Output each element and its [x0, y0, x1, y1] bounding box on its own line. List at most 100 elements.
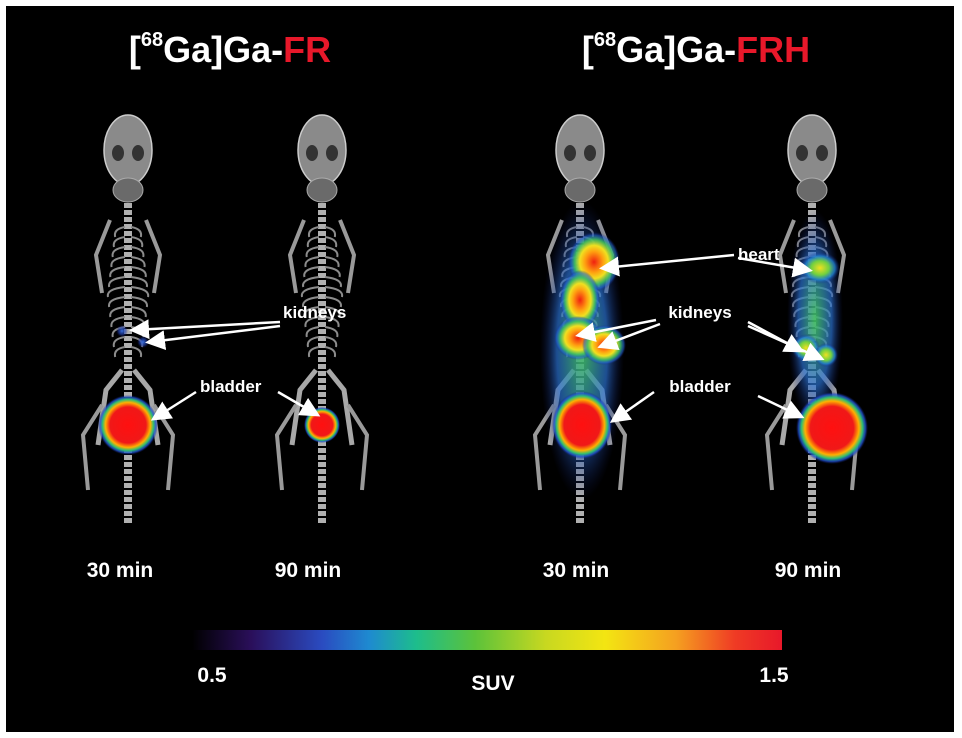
- uptake-spot: [800, 252, 840, 284]
- title-isotope: 68: [141, 29, 163, 51]
- vertebra: [318, 392, 326, 397]
- time-label: 90 min: [775, 559, 842, 582]
- vertebra: [318, 308, 326, 313]
- vertebra: [124, 329, 132, 334]
- rib: [303, 306, 341, 318]
- vertebra: [318, 455, 326, 460]
- vertebra: [318, 441, 326, 446]
- vertebra: [318, 336, 326, 341]
- jaw: [306, 177, 338, 203]
- arrow: [597, 322, 661, 351]
- arrow: [145, 324, 281, 351]
- vertebra: [318, 224, 326, 229]
- colorbar: [192, 630, 782, 650]
- vertebra: [124, 210, 132, 215]
- vertebra: [808, 504, 816, 509]
- vertebra: [318, 497, 326, 502]
- arrow: [757, 394, 805, 419]
- rib: [109, 266, 147, 278]
- rib: [306, 336, 338, 348]
- vertebra: [318, 266, 326, 271]
- vertebra: [318, 315, 326, 320]
- skull-eye: [796, 145, 808, 161]
- rib: [110, 256, 146, 268]
- rib: [113, 346, 143, 358]
- vertebra: [124, 476, 132, 481]
- vertebra: [124, 462, 132, 467]
- uptake-spot: [137, 336, 149, 348]
- vertebra: [318, 287, 326, 292]
- rib: [307, 226, 337, 238]
- vertebra: [124, 378, 132, 383]
- skull-eye: [306, 145, 318, 161]
- pelvis: [289, 368, 355, 446]
- vertebra: [124, 483, 132, 488]
- annotation: bladder: [669, 377, 731, 396]
- vertebra: [318, 448, 326, 453]
- vertebra: [318, 371, 326, 376]
- annotation: kidneys: [283, 303, 346, 322]
- title-element: Ga]Ga-: [616, 29, 736, 70]
- vertebra: [318, 231, 326, 236]
- vertebra: [124, 322, 132, 327]
- arrow: [737, 256, 813, 278]
- vertebra: [124, 350, 132, 355]
- title-bracket: [: [129, 29, 141, 70]
- vertebra: [576, 504, 584, 509]
- skull: [297, 114, 347, 186]
- vertebra: [318, 238, 326, 243]
- vertebra: [808, 476, 816, 481]
- vertebra: [124, 511, 132, 516]
- forelimb: [93, 219, 163, 294]
- uptake-spot: [98, 395, 158, 455]
- annotation: heart: [738, 245, 780, 264]
- vertebra: [124, 455, 132, 460]
- rib: [111, 246, 145, 258]
- vertebra: [318, 329, 326, 334]
- vertebra: [318, 476, 326, 481]
- title-element: Ga]Ga-: [163, 29, 283, 70]
- vertebra: [124, 203, 132, 208]
- vertebra: [124, 469, 132, 474]
- vertebra: [576, 518, 584, 523]
- rib: [304, 316, 340, 328]
- rib: [307, 346, 337, 358]
- title-tracer: FR: [283, 29, 331, 70]
- vertebra: [808, 511, 816, 516]
- vertebra: [318, 469, 326, 474]
- uptake-spot: [814, 343, 838, 367]
- rib: [109, 306, 147, 318]
- vertebra: [318, 399, 326, 404]
- time-label: 30 min: [87, 559, 154, 582]
- rib: [303, 266, 341, 278]
- vertebra: [124, 231, 132, 236]
- vertebra: [318, 301, 326, 306]
- vertebra: [318, 273, 326, 278]
- skull: [555, 114, 605, 186]
- title-tracer: FRH: [736, 29, 810, 70]
- vertebra: [124, 518, 132, 523]
- skull-eye: [816, 145, 828, 161]
- mouse-skeleton: [274, 114, 370, 523]
- uptake-spot: [116, 325, 128, 337]
- vertebra: [318, 364, 326, 369]
- rib: [108, 296, 148, 308]
- vertebra: [124, 357, 132, 362]
- panel-title: [68Ga]Ga-FR: [129, 29, 331, 70]
- vertebra: [318, 462, 326, 467]
- rib: [300, 286, 344, 298]
- vertebra: [124, 343, 132, 348]
- colorbar-max: 1.5: [759, 664, 789, 687]
- vertebra: [318, 511, 326, 516]
- arrow: [575, 318, 657, 342]
- arrow: [150, 390, 197, 421]
- arrow: [277, 390, 321, 417]
- vertebra: [318, 259, 326, 264]
- vertebra: [318, 357, 326, 362]
- mouse-skeleton: [80, 114, 176, 523]
- vertebra: [124, 315, 132, 320]
- panel-title: [68Ga]Ga-FRH: [582, 29, 810, 70]
- vertebra: [318, 518, 326, 523]
- skull-eye: [112, 145, 124, 161]
